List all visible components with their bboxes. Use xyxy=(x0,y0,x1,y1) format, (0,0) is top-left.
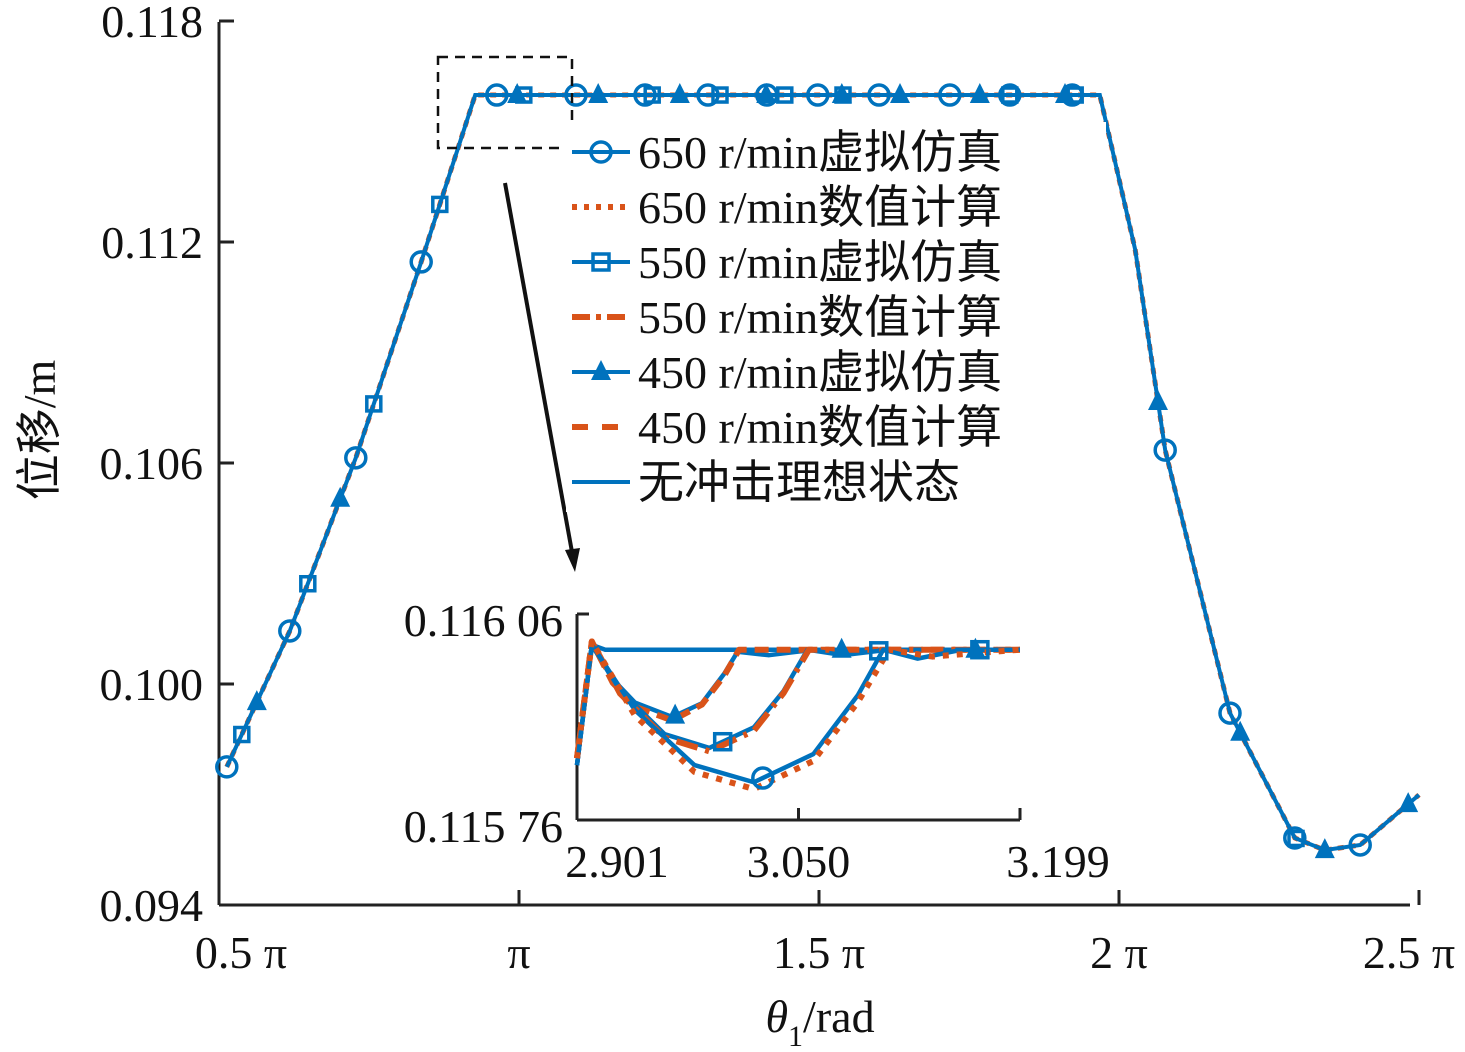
inset-x-tick-label: 3.199 xyxy=(1006,836,1110,887)
x-tick-label: 0.5 π xyxy=(195,927,287,978)
circle-marker xyxy=(344,446,368,470)
circle-marker xyxy=(564,83,588,107)
circle-marker xyxy=(1348,833,1372,857)
x-axis-label: θ1/rad xyxy=(765,991,874,1052)
legend-label: 650 r/min虚拟仿真 xyxy=(638,127,1002,178)
square-marker xyxy=(591,252,611,272)
inset-x-tick-label: 2.901 xyxy=(565,836,669,887)
legend-label: 无冲击理想状态 xyxy=(638,457,960,508)
zoom-arrow xyxy=(503,182,580,572)
triangle-marker xyxy=(669,83,690,104)
circle-marker xyxy=(998,83,1022,107)
circle-marker xyxy=(696,83,720,107)
square-marker xyxy=(711,86,729,104)
legend-label: 550 r/min虚拟仿真 xyxy=(638,237,1002,288)
y-tick-label: 0.094 xyxy=(100,880,204,931)
y-axis-label: 位移/m xyxy=(14,360,65,501)
inset-y-tick-label: 0.115 76 xyxy=(404,801,563,852)
square-marker xyxy=(365,395,383,413)
circle-marker xyxy=(409,250,433,274)
triangle-marker xyxy=(1230,720,1251,741)
triangle-marker xyxy=(665,703,686,724)
legend-background xyxy=(566,122,1106,512)
legend-label: 450 r/min数值计算 xyxy=(638,402,1002,453)
triangle-marker xyxy=(1055,83,1075,104)
triangle-marker xyxy=(1398,792,1419,813)
circle-marker xyxy=(633,83,657,107)
x-tick-label: 2 π xyxy=(1090,927,1148,978)
triangle-marker xyxy=(1314,838,1335,859)
square-marker xyxy=(431,195,449,214)
y-tick-label: 0.100 xyxy=(100,659,204,710)
triangle-marker xyxy=(246,690,267,711)
legend-label: 650 r/min数值计算 xyxy=(638,182,1002,233)
square-marker xyxy=(233,725,251,744)
square-marker xyxy=(869,641,889,661)
circle-marker xyxy=(278,619,302,643)
triangle-marker xyxy=(890,83,910,104)
y-tick-label: 0.118 xyxy=(101,0,203,47)
square-marker xyxy=(1001,86,1019,104)
circle-marker xyxy=(1153,438,1177,462)
triangle-marker xyxy=(831,83,852,104)
triangle-marker xyxy=(330,486,351,507)
triangle-marker xyxy=(1148,390,1168,411)
legend-label: 450 r/min虚拟仿真 xyxy=(638,347,1002,398)
zoom-region-box xyxy=(436,55,574,150)
y-tick-label: 0.112 xyxy=(101,217,203,268)
triangle-marker xyxy=(588,83,609,104)
triangle-marker xyxy=(969,83,990,104)
circle-marker xyxy=(751,766,775,790)
main-markers xyxy=(215,83,1419,859)
square-marker xyxy=(643,86,661,104)
inset-series-line xyxy=(574,638,1021,793)
x-tick-label: 1.5 π xyxy=(773,927,865,978)
triangle-marker xyxy=(831,637,852,658)
circle-marker xyxy=(806,83,830,107)
square-marker xyxy=(299,574,317,593)
circle-marker xyxy=(1218,701,1242,725)
square-marker xyxy=(1287,829,1305,848)
inset-y-tick-label: 0.116 06 xyxy=(404,595,563,646)
circle-marker xyxy=(867,83,891,107)
circle-marker xyxy=(938,83,962,107)
legend-label: 550 r/min数值计算 xyxy=(638,292,1002,343)
circle-marker xyxy=(485,83,509,107)
inset-x-tick-label: 3.050 xyxy=(747,836,851,887)
inset-plot: 2.901 3.050 3.199 0.116 06 0.115 76 xyxy=(404,595,1110,887)
y-tick-label: 0.106 xyxy=(100,438,204,489)
x-tick-label: π xyxy=(507,927,530,978)
x-tick-label: 2.5 π xyxy=(1363,927,1455,978)
triangle-marker xyxy=(756,83,777,104)
circle-marker xyxy=(215,755,239,779)
square-marker xyxy=(712,731,733,752)
circle-marker xyxy=(589,140,613,164)
square-marker xyxy=(776,86,794,104)
triangle-marker xyxy=(591,360,611,380)
triangle-marker xyxy=(507,83,528,104)
circle-marker xyxy=(1283,826,1307,850)
square-marker xyxy=(970,639,990,660)
